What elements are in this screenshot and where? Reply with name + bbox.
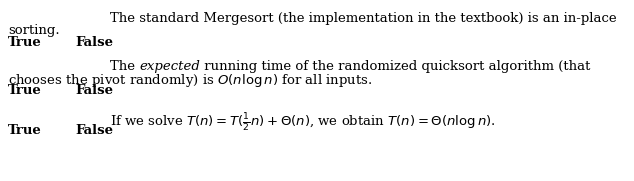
Text: True: True (8, 84, 42, 97)
Text: expected: expected (139, 60, 200, 73)
Text: False: False (75, 124, 113, 137)
Text: chooses the pivot randomly) is $O(n\log n)$ for all inputs.: chooses the pivot randomly) is $O(n\log … (8, 72, 372, 89)
Text: The standard Mergesort (the implementation in the textbook) is an in-place: The standard Mergesort (the implementati… (110, 12, 617, 25)
Text: False: False (75, 36, 113, 49)
Text: False: False (75, 84, 113, 97)
Text: True: True (8, 124, 42, 137)
Text: True: True (8, 36, 42, 49)
Text: sorting.: sorting. (8, 24, 60, 37)
Text: running time of the randomized quicksort algorithm (that: running time of the randomized quicksort… (200, 60, 590, 73)
Text: The: The (110, 60, 139, 73)
Text: If we solve $T(n) = T(\frac{1}{2}n) + \Theta(n)$, we obtain $T(n) = \Theta(n\log: If we solve $T(n) = T(\frac{1}{2}n) + \T… (110, 112, 496, 134)
